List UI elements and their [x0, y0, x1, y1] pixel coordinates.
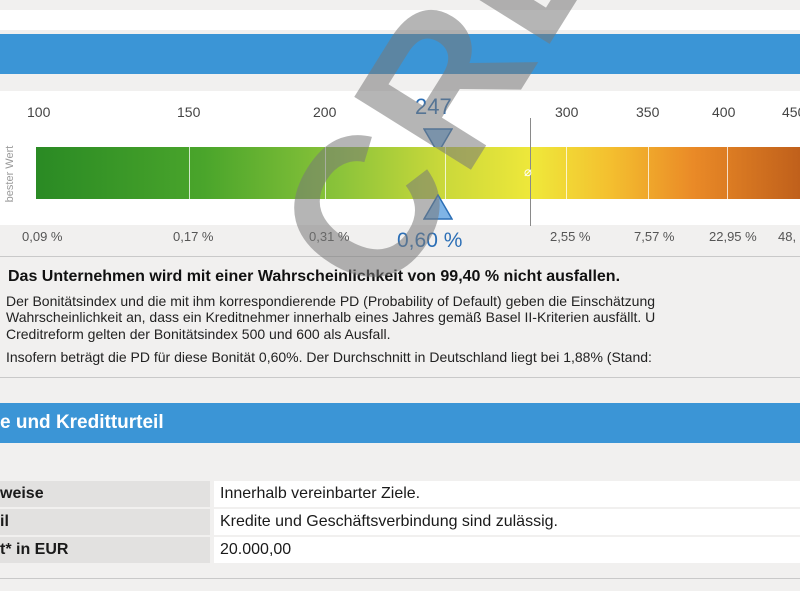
scale-tick-450: 450 — [782, 104, 800, 120]
summary-paragraph-line: Insofern beträgt die PD für diese Bonitä… — [6, 349, 652, 365]
top-band — [0, 10, 800, 30]
scale-tick-350: 350 — [636, 104, 660, 120]
divider — [0, 578, 800, 579]
marker-up-triangle-icon — [423, 194, 453, 220]
average-symbol: ⌀ — [524, 164, 532, 179]
scale-tick-200: 200 — [313, 104, 337, 120]
pd-tick-4: 2,55 % — [550, 229, 591, 244]
section-title: e und Kreditturteil — [0, 412, 164, 433]
summary-paragraph-line: Wahrscheinlichkeit an, dass ein Kreditne… — [6, 309, 656, 325]
scale-segment-divider — [727, 147, 728, 199]
scale-tick-300: 300 — [555, 104, 579, 120]
pd-tick-5: 7,57 % — [634, 229, 675, 244]
divider — [0, 256, 800, 257]
pd-tick-6: 22,95 % — [709, 229, 757, 244]
scale-segment-divider — [648, 147, 649, 199]
pd-tick-7: 48, — [778, 229, 797, 244]
average-line — [530, 118, 531, 226]
summary-paragraph-line: Creditreform gelten der Bonitätsindex 50… — [6, 326, 391, 342]
scale-segment-divider — [189, 147, 190, 199]
table-value: Innerhalb vereinbarter Ziele. — [214, 481, 800, 507]
table-value: Kredite und Geschäftsverbindung sind zul… — [214, 509, 800, 535]
probability-of-default-value: 0,60 % — [397, 229, 463, 252]
pd-tick-2: 0,17 % — [173, 229, 214, 244]
marker-down-triangle-icon — [423, 128, 453, 154]
best-value-label: bester Wert — [4, 145, 16, 203]
section-header-bar — [0, 34, 800, 74]
table-row: il Kredite und Geschäftsverbindung sind … — [0, 509, 800, 535]
scale-tick-400: 400 — [712, 104, 736, 120]
table-label: weise — [0, 481, 210, 507]
table-value: 20.000,00 — [214, 537, 800, 563]
default-probability-headline: Das Unternehmen wird mit einer Wahrschei… — [8, 268, 621, 285]
scale-segment-divider — [566, 147, 567, 199]
scale-tick-100: 100 — [27, 104, 51, 120]
table-row: t* in EUR 20.000,00 — [0, 537, 800, 563]
table-label: il — [0, 509, 210, 535]
section-header-credit: e und Kreditturteil — [0, 403, 800, 443]
rating-gradient-bar — [36, 147, 800, 199]
table-label: t* in EUR — [0, 537, 210, 563]
scale-tick-150: 150 — [177, 104, 201, 120]
scale-segment-divider — [325, 147, 326, 199]
pd-tick-3: 0,31 % — [309, 229, 350, 244]
divider — [0, 377, 800, 378]
pd-tick-1: 0,09 % — [22, 229, 63, 244]
scale-segment-divider — [445, 147, 446, 199]
rating-index-value: 247 — [415, 94, 452, 119]
table-row: weise Innerhalb vereinbarter Ziele. — [0, 481, 800, 507]
summary-paragraph-line: Der Bonitätsindex und die mit ihm korres… — [6, 293, 656, 309]
